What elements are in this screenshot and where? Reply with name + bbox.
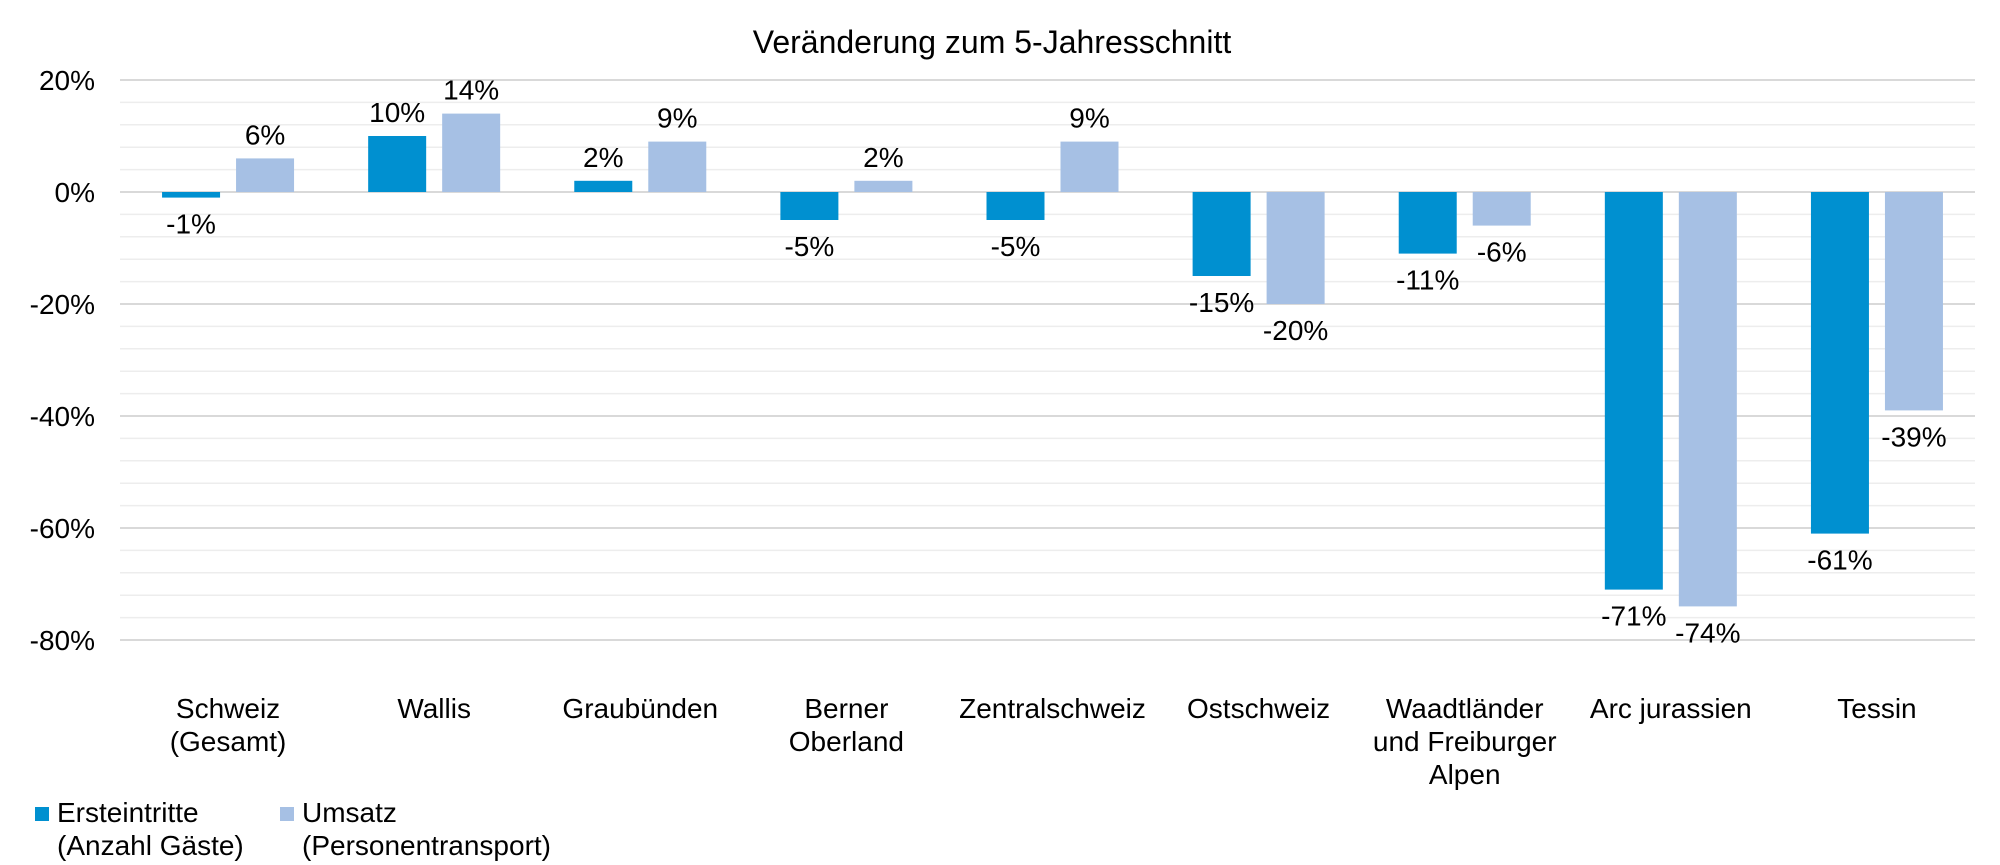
y-tick-label: -80% xyxy=(30,625,95,656)
bar xyxy=(1472,192,1531,226)
data-label: -6% xyxy=(1477,237,1527,268)
y-tick-label: 0% xyxy=(55,177,95,208)
data-label: -61% xyxy=(1807,545,1872,576)
data-label: -20% xyxy=(1263,315,1328,346)
y-tick-label: -20% xyxy=(30,289,95,320)
data-label: 14% xyxy=(443,75,499,106)
data-label: -5% xyxy=(991,231,1041,262)
bar xyxy=(442,113,501,192)
data-label: 2% xyxy=(583,142,623,173)
bar xyxy=(986,192,1045,220)
legend-swatch xyxy=(280,807,294,821)
data-label: -11% xyxy=(1396,265,1459,296)
x-tick-label: Tessin xyxy=(1837,693,1916,724)
data-label: -1% xyxy=(166,209,216,240)
legend-swatch xyxy=(35,807,49,821)
legend: Ersteintritte (Anzahl Gäste) Umsatz (Person… xyxy=(35,797,551,861)
x-tick-label: Waadtländer und Freiburger Alpen xyxy=(1373,693,1557,790)
y-tick-label: -40% xyxy=(30,401,95,432)
bar xyxy=(648,141,707,192)
y-tick-label: 20% xyxy=(39,65,95,96)
bar xyxy=(780,192,839,220)
bar xyxy=(1678,192,1737,607)
bar xyxy=(1060,141,1119,192)
x-tick-label: Ostschweiz xyxy=(1187,693,1330,724)
data-label: 10% xyxy=(369,97,425,128)
legend-label: Ersteintritte (Anzahl Gäste) xyxy=(57,797,244,861)
data-label: -15% xyxy=(1189,287,1254,318)
y-axis: 20% 0% -20% -40% -60% -80% xyxy=(30,65,95,656)
bar xyxy=(1810,192,1869,534)
data-label: 9% xyxy=(1069,103,1109,134)
bar xyxy=(1192,192,1251,276)
data-label: -74% xyxy=(1675,617,1740,648)
data-label: -71% xyxy=(1601,601,1666,632)
x-tick-label: Wallis xyxy=(397,693,471,724)
data-label: 6% xyxy=(245,119,285,150)
bar xyxy=(1398,192,1457,254)
x-tick-label: Arc jurassien xyxy=(1590,693,1752,724)
data-label: -39% xyxy=(1881,421,1946,452)
data-label: -5% xyxy=(784,231,834,262)
bar xyxy=(1604,192,1663,590)
bar xyxy=(368,136,427,192)
bar xyxy=(1884,192,1943,411)
bar xyxy=(1266,192,1325,304)
x-tick-label: Graubünden xyxy=(562,693,718,724)
bar xyxy=(854,180,913,192)
bar xyxy=(236,158,295,192)
legend-label: Umsatz (Personentransport) xyxy=(302,797,551,861)
bar xyxy=(162,192,221,198)
data-label: 2% xyxy=(863,142,903,173)
bar xyxy=(574,180,633,192)
y-tick-label: -60% xyxy=(30,513,95,544)
x-axis: Schweiz (Gesamt) Wallis Graubünden Berner Obe… xyxy=(170,693,1917,790)
x-tick-label: Zentralschweiz xyxy=(959,693,1146,724)
x-tick-label: Berner Oberland xyxy=(789,693,904,757)
grid-lines xyxy=(120,79,1975,641)
chart-title: Veränderung zum 5-Jahresschnitt xyxy=(753,24,1232,60)
x-tick-label: Schweiz (Gesamt) xyxy=(170,693,287,757)
data-label: 9% xyxy=(657,103,697,134)
data-labels: -1% 6% 10% 14% 2% 9% -5% 2% -5% 9% -15% -20% -11% -6%… xyxy=(166,75,1946,649)
bars xyxy=(162,113,1943,607)
